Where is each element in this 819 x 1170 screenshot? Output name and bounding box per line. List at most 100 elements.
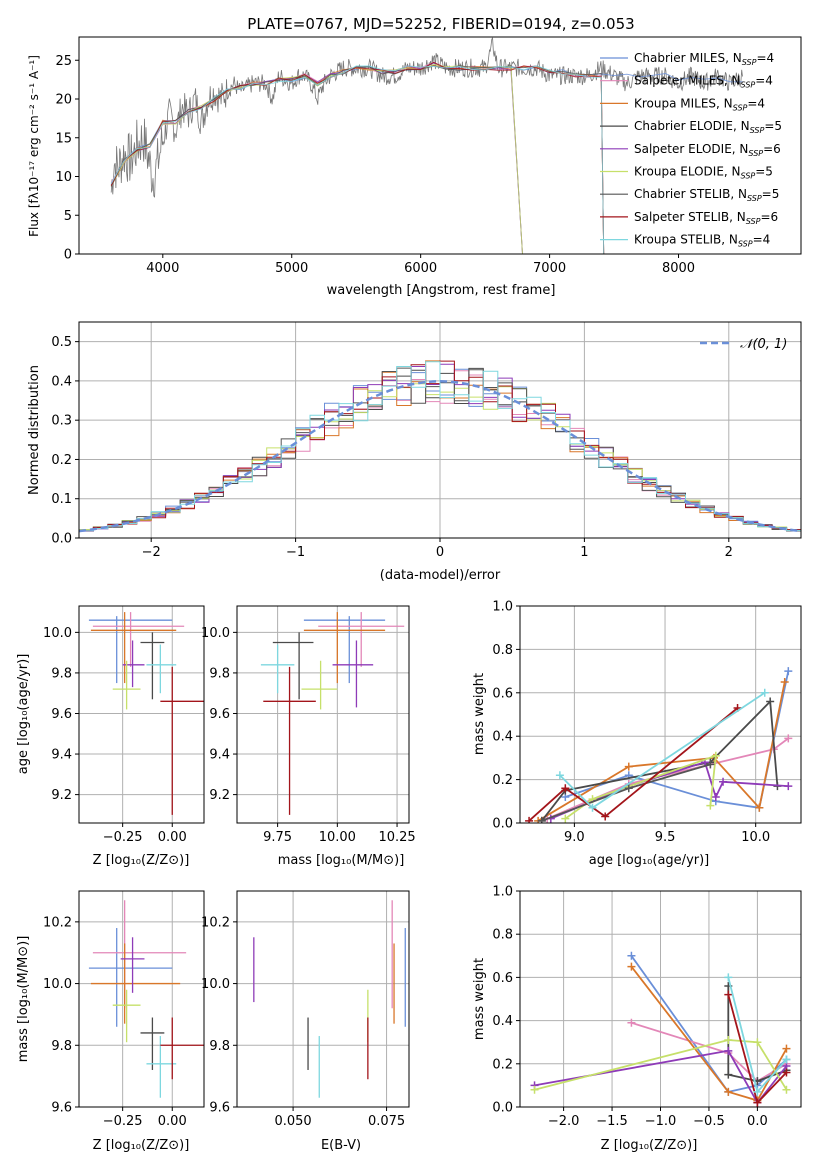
x-tick-label: −1.5 <box>596 1114 628 1129</box>
y-tick-label: 0.6 <box>492 971 513 986</box>
y-tick-label: 9.4 <box>51 748 72 763</box>
weight-vs-metallicity-ylabel: mass weight <box>472 958 487 1040</box>
y-tick-label: 9.8 <box>209 666 230 681</box>
weight-marker-7-1 <box>753 1087 762 1096</box>
x-tick-label: 0.0 <box>747 1114 768 1129</box>
weight-marker-4-3 <box>711 792 720 801</box>
clipped-marks <box>88 612 204 815</box>
y-tick-label: 0.1 <box>51 492 72 507</box>
y-tick-label: 25 <box>55 54 72 69</box>
residuals-legend: 𝒩(0, 1) <box>700 337 787 352</box>
weight-marker-6-2 <box>706 760 715 769</box>
x-tick-label: 8000 <box>662 261 695 276</box>
legend-entry-8: Kroupa STELIB, NSSP=4 <box>634 233 770 249</box>
y-tick-label: 0.0 <box>492 817 513 832</box>
weight-line-5 <box>534 1039 788 1091</box>
legend-entry-2: Kroupa MILES, NSSP=4 <box>634 96 765 112</box>
x-tick-label: 9.0 <box>564 830 585 845</box>
y-tick-label: 9.8 <box>209 1039 230 1054</box>
age-vs-mass-panel: 9.75 10.00 10.25 9.2 9.4 9.6 9.8 10.0 mass [log… <box>201 605 416 868</box>
legend-entry-0: Chabrier MILES, NSSP=4 <box>634 51 774 67</box>
weight-vs-age-plot: 9.0 9.5 10.0 0.0 0.2 0.4 0.6 0.8 1.0 <box>492 600 802 845</box>
axes-frame <box>78 321 802 539</box>
weight-marker-1-4 <box>784 734 793 743</box>
y-tick-label: 9.8 <box>51 1039 72 1054</box>
axes-frame <box>519 605 802 824</box>
x-tick-label: 0.00 <box>158 830 187 845</box>
clipped-marks <box>525 667 793 823</box>
spectrum-legend: Chabrier MILES, NSSP=4 Salpeter MILES, NS… <box>600 51 782 249</box>
clipped-marks <box>260 612 405 815</box>
axes-frame <box>78 605 205 824</box>
weight-marker-2-4 <box>780 677 789 686</box>
y-tick-label: 10.0 <box>201 626 230 641</box>
weight-marker-7-2 <box>601 812 610 821</box>
y-tick-label: 9.6 <box>209 707 230 722</box>
x-tick-label: 7000 <box>533 261 566 276</box>
y-tick-label: 0.8 <box>492 928 513 943</box>
weight-marker-6-0 <box>537 816 546 823</box>
weight-marker-3-3 <box>766 697 775 706</box>
x-tick-label: 10.25 <box>378 830 415 845</box>
x-tick-label: 9.5 <box>655 830 676 845</box>
weight-marker-2-0 <box>627 962 636 971</box>
y-tick-label: 20 <box>55 93 72 108</box>
weight-marker-5-1 <box>724 1036 733 1045</box>
weight-marker-8-2 <box>760 688 769 697</box>
y-tick-label: 9.6 <box>51 1101 72 1116</box>
x-tick-label: −0.25 <box>103 1114 143 1129</box>
x-tick-label: −2 <box>142 545 161 560</box>
mass-vs-metallicity-xlabel: Z [log₁₀(Z/Z⊙)] <box>93 1138 190 1153</box>
clipped-marks <box>253 900 406 1098</box>
weight-vs-metallicity-plot: −2.0 −1.5 −1.0 −0.5 0.0 0.0 0.2 0.4 0.6 0.8 1.0 <box>492 885 802 1129</box>
weight-vs-age-xlabel: age [log₁₀(age/yr)] <box>589 853 710 868</box>
weight-line-1 <box>631 1021 787 1083</box>
y-tick-label: 15 <box>55 131 72 146</box>
model-line-8 <box>110 65 605 254</box>
y-tick-label: 0.2 <box>492 1057 513 1072</box>
x-tick-label: 0.050 <box>274 1114 311 1129</box>
age-vs-metallicity-panel: −0.25 0.00 9.2 9.4 9.6 9.8 10.0 Z [log₁₀(Z/Z⊙)… <box>16 605 205 868</box>
weight-marker-8-1 <box>588 803 597 812</box>
mass-vs-ebv-panel: 0.050 0.075 9.6 9.8 10.0 10.2 E(B-V) <box>201 890 410 1153</box>
weight-line-4 <box>534 1049 788 1105</box>
weight-marker-5-3 <box>706 801 715 810</box>
weight-marker-7-1 <box>561 784 570 793</box>
y-tick-label: 0 <box>64 248 72 263</box>
spectrum-panel: PLATE=0767, MJD=52252, FIBERID=0194, z=0… <box>27 15 802 298</box>
weight-marker-1-0 <box>627 1018 636 1027</box>
histogram-7 <box>79 360 801 533</box>
y-tick-label: 0.8 <box>492 643 513 658</box>
weight-marker-2-1 <box>724 1087 733 1096</box>
y-tick-label: 1.0 <box>492 600 513 615</box>
legend-entry-6: Chabrier STELIB, NSSP=5 <box>634 187 779 203</box>
mass-vs-ebv-xlabel: E(B-V) <box>321 1138 361 1153</box>
mass-vs-metallicity-plot: −0.25 0.00 9.6 9.8 10.0 10.2 <box>43 890 205 1129</box>
weight-marker-2-3 <box>782 1044 791 1053</box>
weight-marker-3-1 <box>724 1070 733 1079</box>
mass-vs-ebv-plot: 0.050 0.075 9.6 9.8 10.0 10.2 <box>201 890 410 1129</box>
spectrum-plot-area: 4000 5000 6000 7000 8000 0 5 10 15 20 25 <box>55 36 802 276</box>
residuals-xlabel: (data-model)/error <box>380 568 501 583</box>
x-tick-label: −0.5 <box>693 1114 725 1129</box>
residuals-ylabel: Normed distribution <box>27 365 42 495</box>
weight-marker-4-5 <box>784 782 793 791</box>
y-tick-label: 0.3 <box>51 414 72 429</box>
x-tick-label: −2.0 <box>548 1114 580 1129</box>
legend-entry-7: Salpeter STELIB, NSSP=6 <box>634 210 778 226</box>
legend-entry-4: Salpeter ELODIE, NSSP=6 <box>634 142 781 158</box>
spectrum-ylabel: Flux [fλ10⁻¹⁷ erg cm⁻² s⁻¹ A⁻¹] <box>27 55 41 237</box>
axes-frame <box>78 890 205 1108</box>
weight-marker-2-3 <box>755 803 764 812</box>
y-tick-label: 0.0 <box>492 1101 513 1116</box>
y-tick-label: 0.6 <box>492 686 513 701</box>
weight-marker-6-2 <box>782 1068 791 1077</box>
y-tick-label: 0.4 <box>51 374 72 389</box>
y-tick-label: 9.6 <box>51 707 72 722</box>
x-tick-label: 9.75 <box>263 830 292 845</box>
weight-marker-6-1 <box>624 784 633 793</box>
weight-marker-5-0 <box>561 814 570 823</box>
weight-marker-4-4 <box>719 777 728 786</box>
y-tick-label: 10.0 <box>43 626 72 641</box>
axes-frame <box>519 890 802 1108</box>
